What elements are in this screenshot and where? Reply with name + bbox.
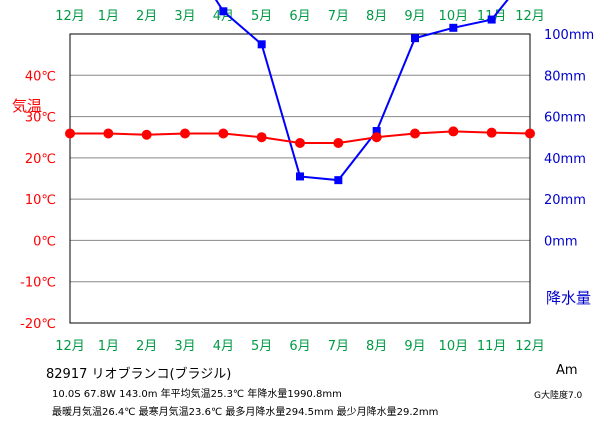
temperature-series	[65, 126, 535, 148]
month-label-bottom: 7月	[328, 339, 349, 354]
station-extremes: 最暖月気温26.4℃ 最寒月気温23.6℃ 最多月降水量294.5mm 最少月降…	[52, 407, 439, 418]
temperature-point	[65, 128, 75, 139]
month-label-top: 1月	[98, 9, 119, 24]
month-label-top: 2月	[136, 9, 157, 24]
temperature-point	[180, 128, 190, 139]
temperature-point	[486, 127, 497, 138]
precipitation-point	[296, 172, 304, 181]
precipitation-tick-label: 40mm	[544, 152, 586, 167]
temperature-tick-label: -20℃	[20, 317, 56, 332]
month-labels-bottom: 12月 1月 2月 3月 4月 5月 6月 7月 8月 9月 10月 11月 12月	[55, 339, 545, 354]
temperature-point	[256, 132, 267, 143]
month-label-bottom: 9月	[404, 339, 425, 354]
temperature-tick-label: 20℃	[25, 152, 56, 167]
month-label-bottom: 1月	[98, 339, 119, 354]
month-label-top: 3月	[174, 9, 195, 24]
month-label-bottom: 12月	[515, 339, 545, 354]
month-label-bottom: 12月	[55, 339, 85, 354]
temperature-tick-label: 40℃	[25, 69, 56, 84]
month-label-bottom: 8月	[366, 339, 387, 354]
precipitation-point	[411, 34, 419, 43]
precipitation-line	[214, 0, 509, 182]
month-label-top: 6月	[289, 9, 310, 24]
temperature-point	[218, 128, 229, 139]
precipitation-tick-label: 0mm	[544, 234, 578, 249]
precipitation-tick-label: 20mm	[544, 193, 586, 208]
month-label-top: 7月	[328, 9, 349, 24]
month-label-top: 4月	[213, 9, 234, 24]
station-summary: 10.0S 67.8W 143.0m 年平均気温25.3℃ 年降水量1990.8…	[52, 389, 342, 400]
continentality: G大陸度7.0	[534, 391, 583, 401]
month-label-bottom: 4月	[213, 339, 234, 354]
month-label-top: 12月	[55, 9, 85, 24]
climate-class: Am	[556, 363, 578, 378]
precipitation-point	[487, 15, 496, 24]
temperature-tick-label: -10℃	[20, 276, 56, 291]
temperature-point	[410, 128, 420, 139]
month-label-top: 9月	[404, 9, 425, 24]
month-label-bottom: 6月	[289, 339, 310, 354]
temperature-tick-label: 10℃	[25, 193, 56, 208]
month-label-bottom: 5月	[251, 339, 272, 354]
precipitation-series	[214, 0, 509, 185]
month-label-top: 5月	[251, 9, 272, 24]
temperature-tick-label: 0℃	[33, 234, 56, 249]
station-name: 82917 リオブランコ(ブラジル)	[46, 367, 232, 382]
temperature-point	[371, 132, 382, 143]
precipitation-point	[334, 176, 343, 185]
month-label-top: 8月	[366, 9, 387, 24]
temperature-axis-label: 気温	[12, 97, 42, 115]
plot-frame	[69, 33, 531, 324]
month-label-top: 12月	[515, 9, 545, 24]
precipitation-axis-ticks: 500mm300mm100mm80mm60mm40mm20mm0mm	[544, 28, 594, 249]
precipitation-axis-label: 降水量	[546, 289, 591, 307]
temperature-point	[141, 129, 152, 140]
temperature-tick-label: 30℃	[25, 111, 56, 126]
temperature-point	[103, 128, 114, 139]
temperature-point	[525, 128, 535, 139]
temperature-point	[448, 126, 459, 137]
temperature-point	[295, 137, 305, 148]
precipitation-tick-label: 80mm	[544, 69, 586, 84]
plot-border	[69, 33, 531, 324]
month-label-bottom: 11月	[477, 339, 507, 354]
precipitation-point	[257, 40, 266, 49]
temperature-axis-ticks: 40℃ 30℃ 20℃ 10℃ 0℃ -10℃ -20℃	[20, 69, 56, 332]
precipitation-point	[372, 127, 381, 136]
precipitation-tick-label: 100mm	[544, 28, 594, 43]
month-label-top: 10月	[439, 9, 469, 24]
month-label-bottom: 10月	[439, 339, 469, 354]
precipitation-point	[449, 23, 458, 32]
temperature-point	[333, 137, 344, 148]
precipitation-tick-label: 60mm	[544, 111, 586, 126]
precipitation-point	[219, 7, 228, 16]
month-label-bottom: 2月	[136, 339, 157, 354]
month-label-bottom: 3月	[174, 339, 195, 354]
